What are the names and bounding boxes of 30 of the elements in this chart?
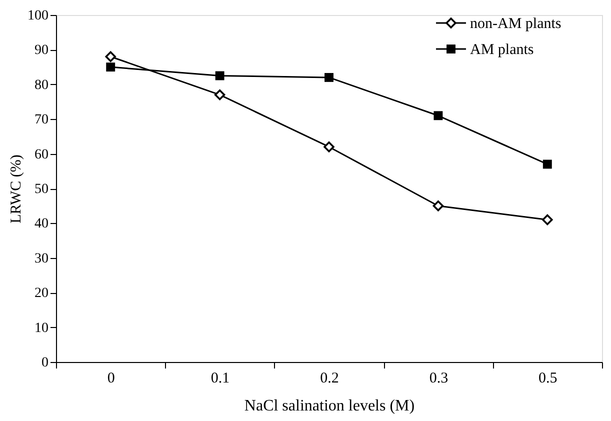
x-tick-label: 0.2 [320,370,339,386]
x-axis-title: NaCl salination levels (M) [244,398,415,414]
y-tick-label: 40 [34,216,48,232]
y-tick-label: 50 [34,182,48,197]
point [215,71,224,80]
y-tick-label: 90 [34,43,48,58]
point [324,72,334,82]
x-tick-label: 0 [107,370,115,386]
point [106,62,116,72]
y-tick-label: 70 [34,112,48,128]
y-tick-label: 60 [34,147,48,162]
point [214,89,226,100]
y-tick-label: 80 [34,78,48,93]
point [542,160,552,169]
point [324,141,334,152]
legend-label: non-AM plants [470,16,562,32]
y-tick-label: 10 [34,320,48,336]
y-tick-label: 30 [34,251,48,266]
legend-label: AM plants [470,42,534,58]
x-tick-label: 0.3 [429,370,448,386]
y-tick-label: 0 [42,356,48,370]
point [432,200,444,212]
x-tick-label: 0.1 [210,370,230,386]
y-tick-label: 20 [34,286,48,302]
y-tick-label: 100 [28,8,48,24]
y-axis-title: LRWC (%) [8,154,24,224]
x-tick-label: 0.5 [538,370,558,386]
point [434,111,443,120]
point [542,214,553,226]
point [105,51,116,62]
